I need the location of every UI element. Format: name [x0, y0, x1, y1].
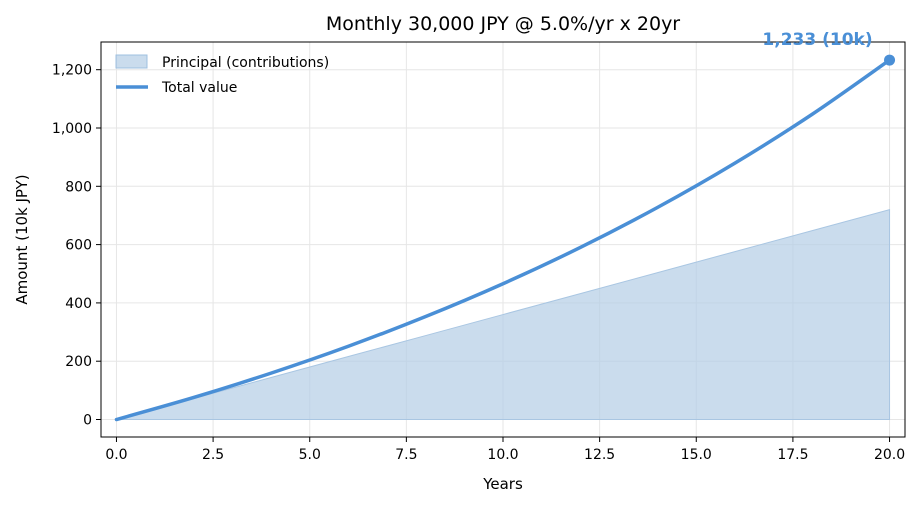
chart-title: Monthly 30,000 JPY @ 5.0%/yr x 20yr	[326, 13, 680, 35]
y-tick-label: 400	[65, 296, 92, 312]
legend-principal-swatch	[115, 54, 148, 69]
x-tick-label: 15.0	[681, 447, 712, 463]
end-value-annotation: 1,233 (10k)	[762, 30, 872, 50]
total-value-end-point	[884, 54, 896, 66]
total-value-line	[114, 58, 892, 422]
plot-series	[114, 54, 896, 422]
y-tick-label: 1,200	[52, 63, 92, 79]
x-tick-label: 2.5	[202, 447, 224, 463]
y-axis-label: Amount (10k JPY)	[13, 174, 31, 304]
y-tick-label: 1,000	[52, 121, 92, 137]
x-tick-label: 5.0	[299, 447, 321, 463]
legend-principal-label: Principal (contributions)	[162, 55, 329, 71]
x-tick-label: 7.5	[395, 447, 417, 463]
legend-total-label: Total value	[161, 80, 237, 96]
y-tick-label: 0	[83, 413, 92, 429]
x-tick-label: 12.5	[584, 447, 615, 463]
y-tick-label: 600	[65, 238, 92, 254]
y-tick-label: 200	[65, 354, 92, 370]
y-tick-label: 800	[65, 179, 92, 195]
x-tick-label: 20.0	[874, 447, 905, 463]
legend: Principal (contributions) Total value	[115, 54, 329, 96]
x-tick-label: 10.0	[487, 447, 518, 463]
x-tick-label: 17.5	[777, 447, 808, 463]
x-tick-label: 0.0	[105, 447, 127, 463]
axis-ticks: 0.0 2.5 5.0 7.5 10.0 12.5 15.0 17.5 20.0 0 200 400 6…	[52, 63, 905, 463]
x-axis-label: Years	[482, 475, 523, 493]
